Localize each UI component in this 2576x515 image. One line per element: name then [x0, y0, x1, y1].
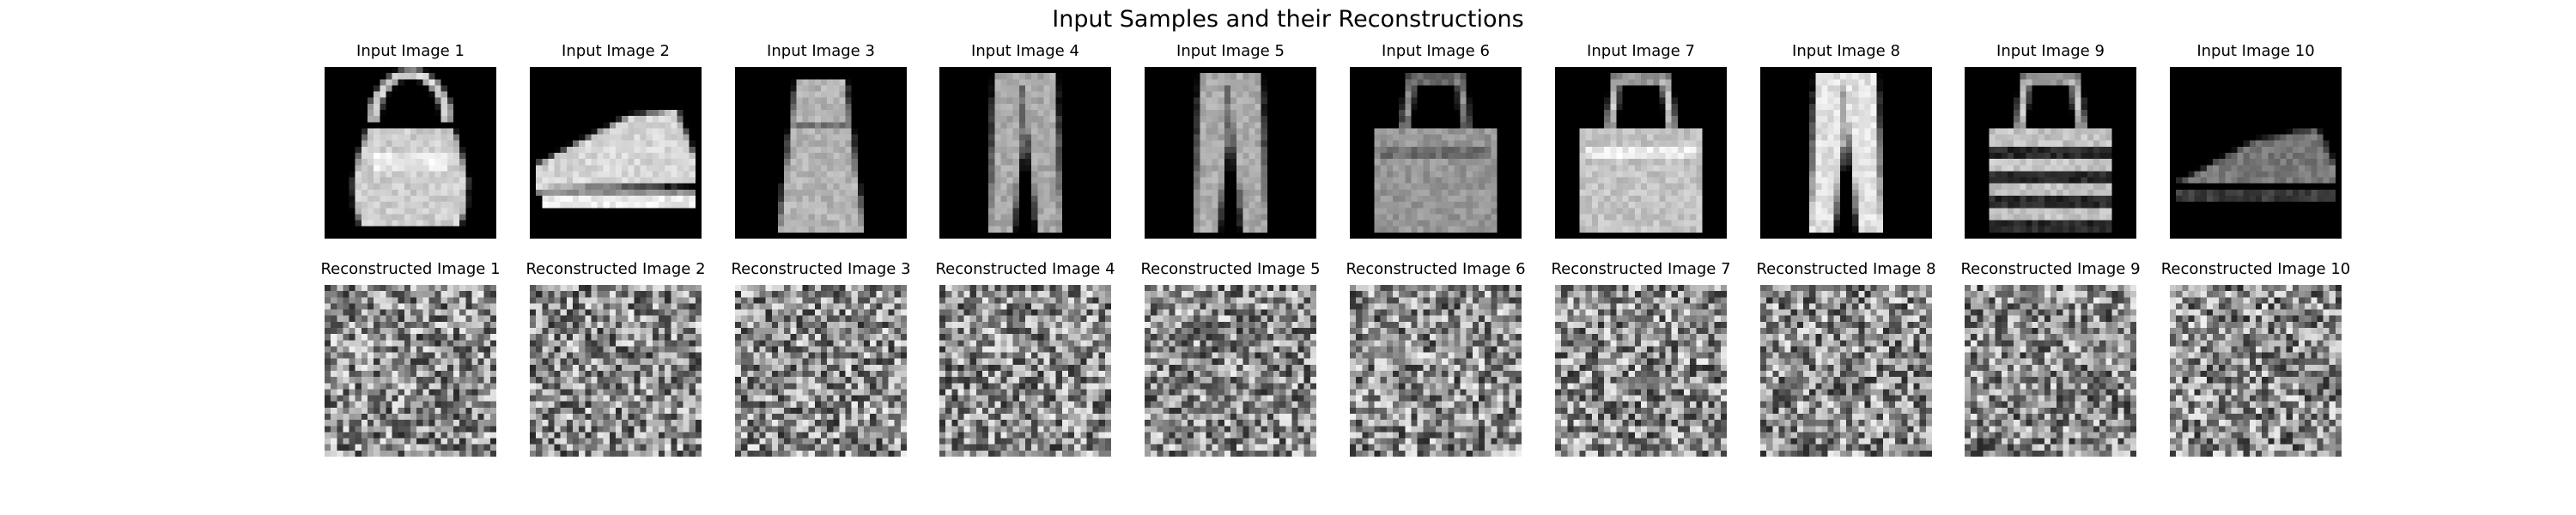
- input-image-title-3: Input Image 3: [767, 42, 875, 60]
- reconstructed-image-title-7: Reconstructed Image 7: [1551, 260, 1731, 278]
- reconstructed-image-title-4: Reconstructed Image 4: [935, 260, 1115, 278]
- input-image-3: [735, 67, 907, 239]
- reconstructed-image-title-8: Reconstructed Image 8: [1756, 260, 1936, 278]
- reconstructed-image-10: [2170, 285, 2342, 457]
- figure-title: Input Samples and their Reconstructions: [1052, 6, 1524, 33]
- input-image-title-8: Input Image 8: [1792, 42, 1900, 60]
- input-image-5: [1145, 67, 1316, 239]
- reconstructed-image-title-3: Reconstructed Image 3: [731, 260, 911, 278]
- reconstructed-image-2: [530, 285, 702, 457]
- reconstructed-image-title-2: Reconstructed Image 2: [526, 260, 706, 278]
- reconstructed-image-5: [1145, 285, 1316, 457]
- input-image-4: [939, 67, 1111, 239]
- input-image-9: [1965, 67, 2136, 239]
- input-image-8: [1760, 67, 1932, 239]
- input-image-title-4: Input Image 4: [971, 42, 1079, 60]
- reconstructed-image-9: [1965, 285, 2136, 457]
- input-image-7: [1555, 67, 1727, 239]
- input-image-10: [2170, 67, 2342, 239]
- reconstructed-image-4: [939, 285, 1111, 457]
- input-image-title-5: Input Image 5: [1176, 42, 1285, 60]
- input-image-title-6: Input Image 6: [1382, 42, 1490, 60]
- input-image-2: [530, 67, 702, 239]
- input-image-title-1: Input Image 1: [356, 42, 465, 60]
- reconstructed-image-8: [1760, 285, 1932, 457]
- input-image-title-7: Input Image 7: [1587, 42, 1695, 60]
- reconstructed-image-title-5: Reconstructed Image 5: [1140, 260, 1321, 278]
- input-image-6: [1350, 67, 1522, 239]
- input-image-1: [325, 67, 496, 239]
- reconstructed-image-title-10: Reconstructed Image 10: [2160, 260, 2351, 278]
- reconstructed-image-title-6: Reconstructed Image 6: [1346, 260, 1526, 278]
- reconstructed-image-title-1: Reconstructed Image 1: [320, 260, 501, 278]
- reconstructed-image-title-9: Reconstructed Image 9: [1960, 260, 2141, 278]
- input-image-title-2: Input Image 2: [562, 42, 670, 60]
- reconstructed-image-3: [735, 285, 907, 457]
- reconstructed-image-7: [1555, 285, 1727, 457]
- reconstructed-image-6: [1350, 285, 1522, 457]
- input-image-title-9: Input Image 9: [1996, 42, 2105, 60]
- input-image-title-10: Input Image 10: [2196, 42, 2315, 60]
- reconstructed-image-1: [325, 285, 496, 457]
